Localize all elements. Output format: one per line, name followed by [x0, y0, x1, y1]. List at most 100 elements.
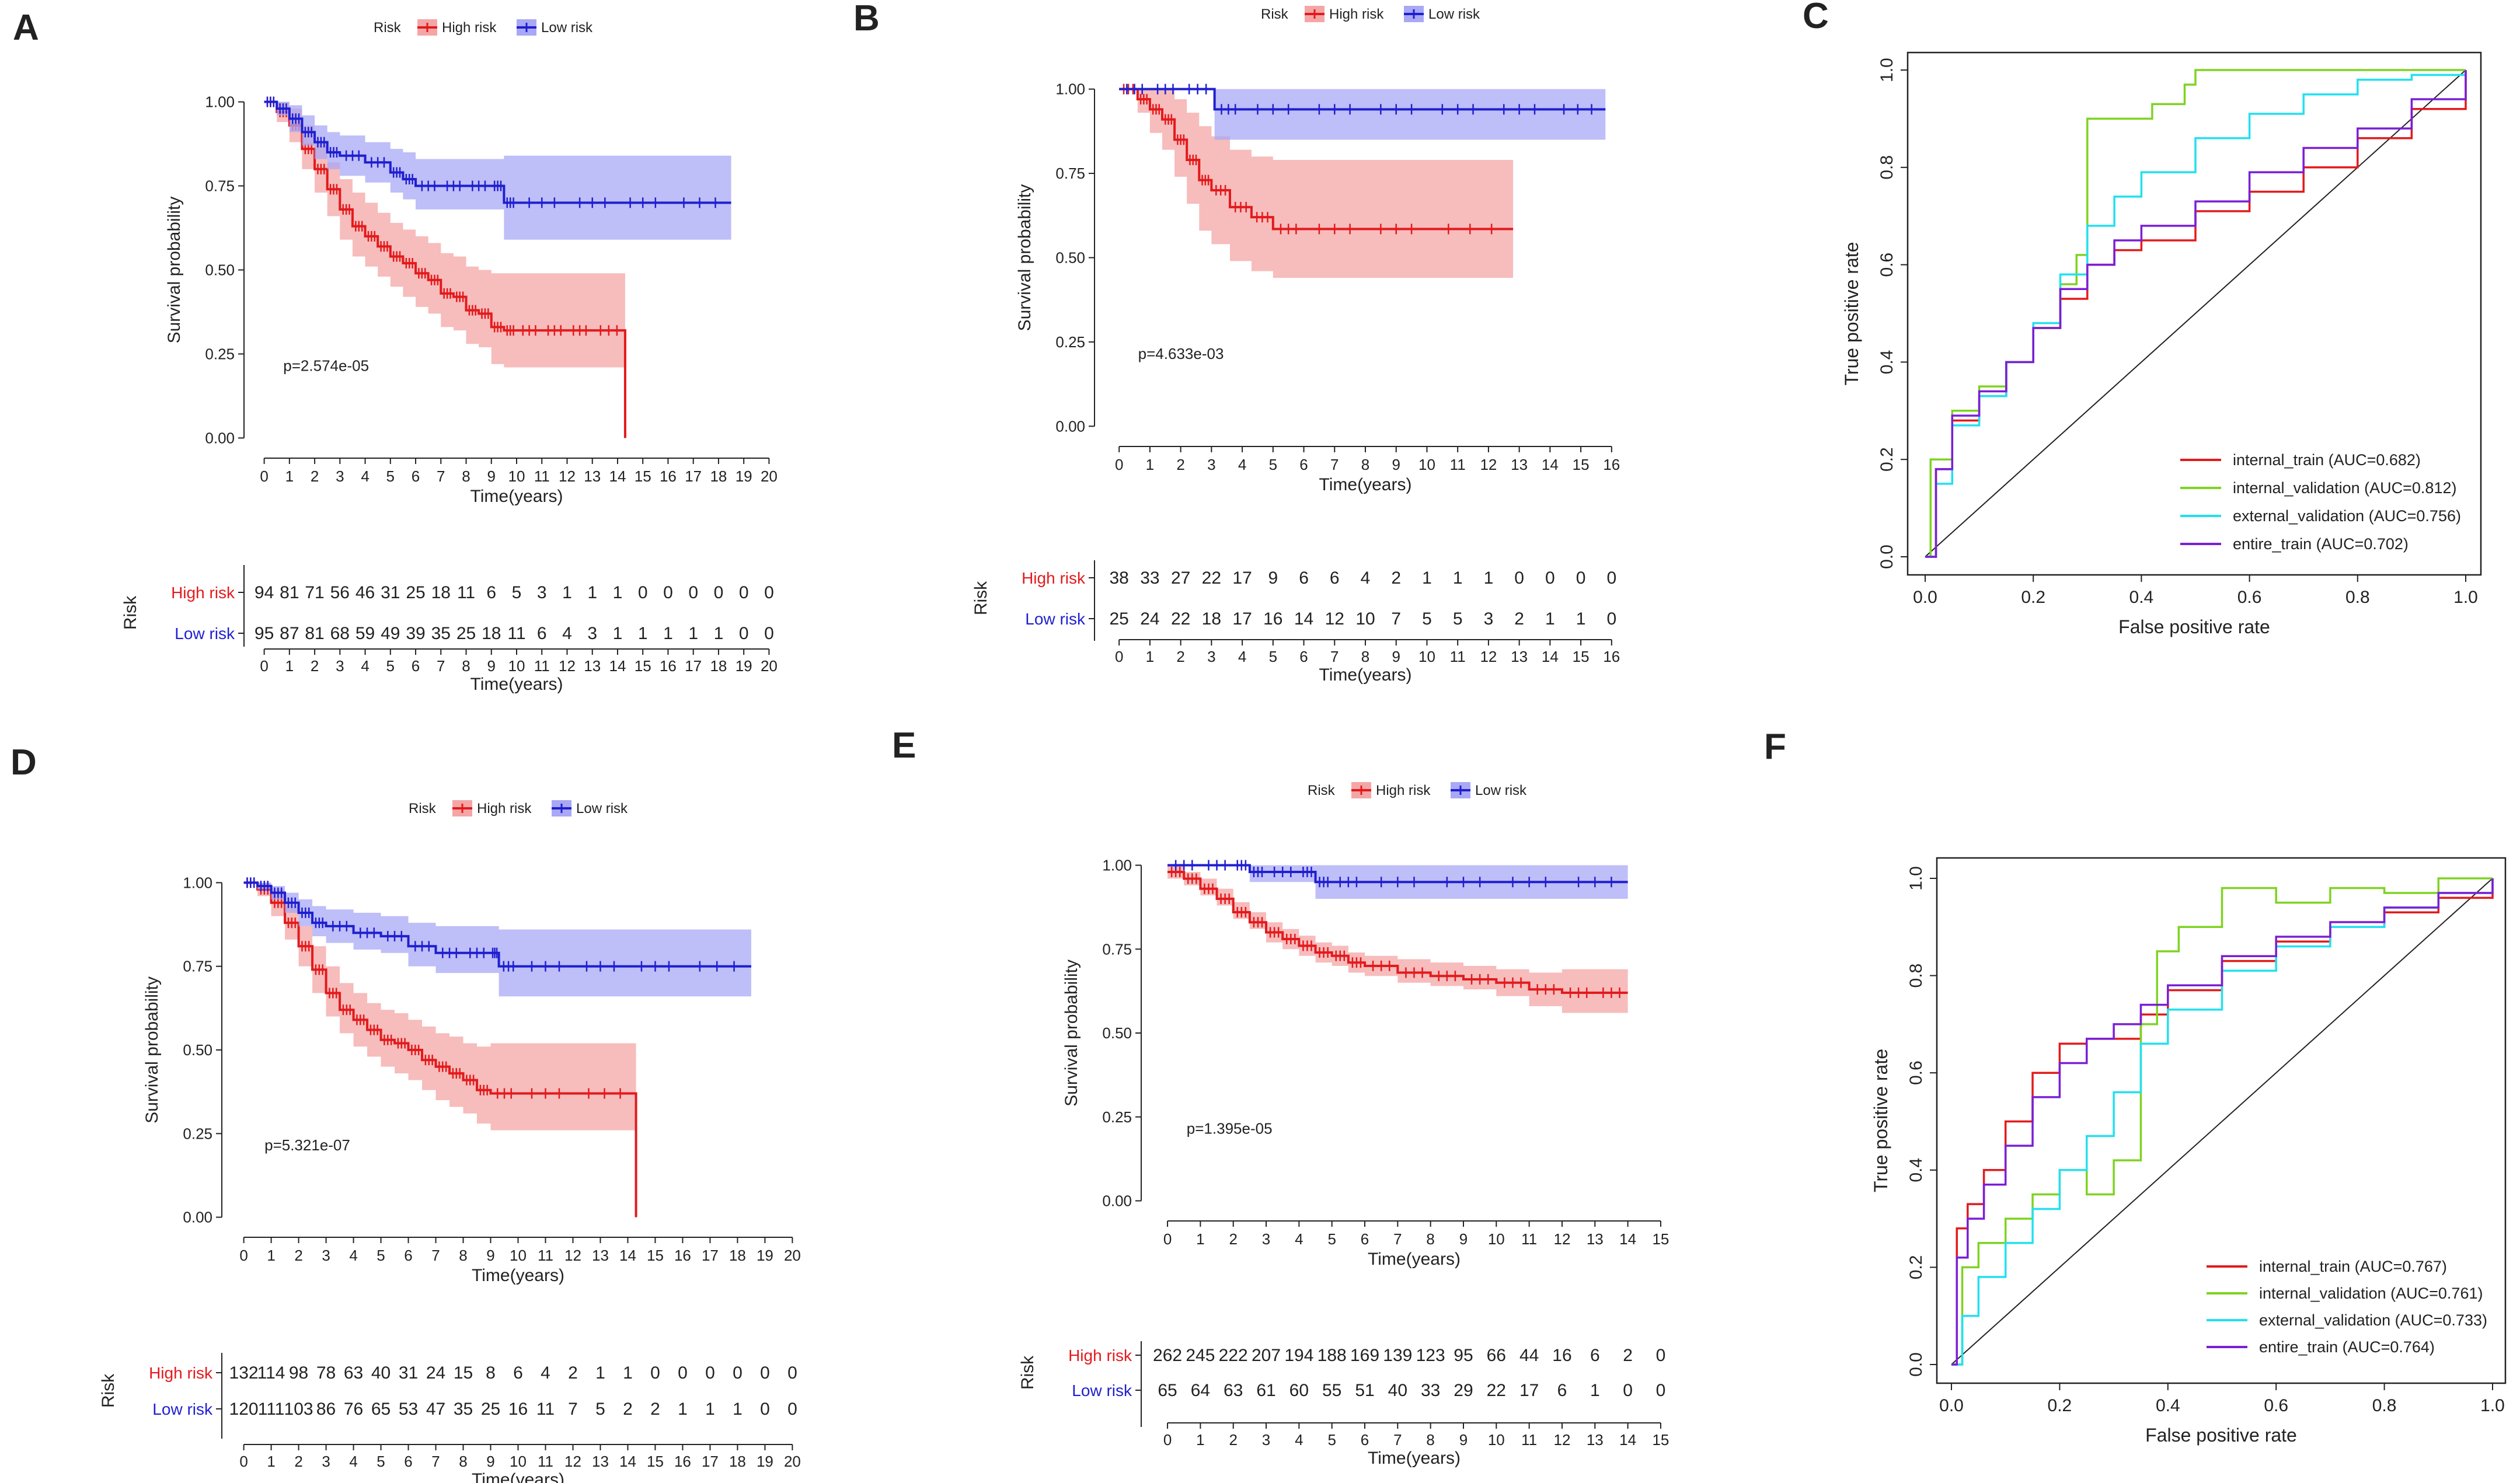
- confidence-band: [264, 102, 731, 240]
- risk-count: 0: [1606, 568, 1616, 588]
- legend-label: entire_train (AUC=0.764): [2259, 1338, 2435, 1356]
- y-tick-label: 1.0: [1906, 866, 1926, 891]
- risk-x-tick-label: 1: [1146, 648, 1154, 665]
- risk-count: 222: [1219, 1346, 1248, 1365]
- risk-count: 1: [1576, 609, 1586, 629]
- risk-row-label: High risk: [1022, 569, 1086, 587]
- y-tick-label: 0.2: [1906, 1255, 1926, 1280]
- x-tick-label: 10: [1418, 456, 1435, 473]
- risk-count: 94: [255, 583, 274, 602]
- x-axis-label: Time(years): [470, 487, 563, 506]
- risk-x-tick-label: 6: [404, 1453, 412, 1470]
- x-tick-label: 6: [404, 1247, 412, 1264]
- x-tick-label: 0.6: [2264, 1396, 2288, 1415]
- y-tick-label: 1.00: [1102, 857, 1132, 874]
- x-tick-label: 14: [609, 467, 626, 485]
- x-tick-label: 9: [1392, 456, 1400, 473]
- risk-count: 18: [431, 583, 451, 602]
- panel-label: E: [892, 725, 916, 766]
- x-axis-label: Time(years): [1319, 475, 1412, 494]
- x-axis-label: False positive rate: [2145, 1425, 2297, 1446]
- risk-x-tick-label: 16: [674, 1453, 691, 1470]
- roc-panel-C: C 0.0 0.2 0.4 0.6 0.8 1.0 False positive rate 0.…: [1803, 0, 2482, 637]
- risk-count: 1: [1453, 568, 1463, 588]
- x-tick-label: 10: [1488, 1230, 1505, 1248]
- x-tick-label: 6: [412, 467, 420, 485]
- risk-x-tick-label: 12: [564, 1453, 581, 1470]
- legend-label: internal_train (AUC=0.767): [2259, 1258, 2447, 1275]
- risk-count: 22: [1171, 609, 1190, 629]
- risk-count: 95: [255, 624, 274, 643]
- km-panel-B: B Risk High risk Low risk 0.00 0.25 0.50 0.75 1.…: [853, 0, 1620, 685]
- risk-x-tick-label: 5: [377, 1453, 385, 1470]
- risk-count: 49: [381, 624, 400, 643]
- y-tick-label: 0.0: [1877, 545, 1897, 569]
- risk-x-tick-label: 10: [1488, 1431, 1505, 1449]
- risk-count: 1: [562, 583, 572, 602]
- risk-x-tick-label: 17: [702, 1453, 719, 1470]
- x-tick-label: 16: [660, 467, 677, 485]
- x-tick-label: 4: [349, 1247, 357, 1264]
- x-tick-label: 6: [1299, 456, 1308, 473]
- x-tick-label: 6: [1361, 1230, 1369, 1248]
- risk-x-tick-label: 9: [486, 1453, 494, 1470]
- risk-count: 1: [733, 1400, 743, 1419]
- x-tick-label: 18: [729, 1247, 746, 1264]
- risk-x-tick-label: 9: [1459, 1431, 1468, 1449]
- risk-count: 0: [1656, 1381, 1666, 1400]
- risk-count: 1: [1545, 609, 1555, 629]
- risk-x-tick-label: 5: [386, 657, 395, 675]
- x-tick-label: 11: [534, 467, 550, 485]
- risk-x-tick-label: 0: [239, 1453, 248, 1470]
- x-tick-label: 0.2: [2048, 1396, 2072, 1415]
- x-tick-label: 3: [1207, 456, 1215, 473]
- survival-curve: [1167, 871, 1628, 994]
- x-tick-label: 7: [1393, 1230, 1402, 1248]
- risk-count: 1: [688, 624, 698, 643]
- risk-count: 0: [764, 583, 774, 602]
- x-tick-label: 1: [267, 1247, 275, 1264]
- risk-count: 3: [1484, 609, 1494, 629]
- panel-label: B: [853, 0, 880, 39]
- risk-count: 169: [1350, 1346, 1379, 1365]
- risk-count: 11: [507, 624, 525, 643]
- risk-x-tick-label: 17: [685, 657, 702, 675]
- risk-count: 56: [330, 583, 350, 602]
- y-tick-label: 1.00: [183, 874, 212, 891]
- risk-x-tick-label: 18: [729, 1453, 746, 1470]
- risk-x-tick-label: 6: [1299, 648, 1308, 665]
- x-tick-label: 4: [1238, 456, 1246, 473]
- risk-x-tick-label: 8: [1426, 1431, 1434, 1449]
- risk-table-title: Risk: [971, 581, 991, 615]
- roc-panel-F: F 0.0 0.2 0.4 0.6 0.8 1.0 False positive rate 0.…: [1764, 727, 2507, 1446]
- risk-count: 18: [482, 624, 501, 643]
- risk-x-tick-label: 9: [1392, 648, 1400, 665]
- risk-x-tick-label: 11: [534, 657, 550, 675]
- risk-count: 9: [1268, 568, 1278, 588]
- risk-count: 0: [1545, 568, 1555, 588]
- survival-curve: [243, 881, 637, 1217]
- x-tick-label: 1: [1196, 1230, 1204, 1248]
- risk-x-tick-label: 12: [1554, 1431, 1571, 1449]
- x-tick-label: 0.4: [2156, 1396, 2180, 1415]
- risk-table: High risk 94 81 71 56 46 31 25 18 11 6 5 3 1 1 1 0 0 0 0 0 0L…: [121, 565, 778, 694]
- roc-curve: [1925, 70, 2467, 558]
- p-value: p=2.574e-05: [283, 357, 369, 374]
- risk-count: 7: [1391, 609, 1401, 629]
- risk-count: 0: [705, 1363, 715, 1383]
- y-tick-label: 0.4: [1906, 1158, 1926, 1182]
- risk-table-title: Risk: [1018, 1355, 1037, 1390]
- y-tick-label: 0.50: [1102, 1024, 1132, 1042]
- legend-title: Risk: [374, 20, 402, 36]
- x-tick-label: 10: [510, 1247, 527, 1264]
- risk-count: 0: [1623, 1381, 1633, 1400]
- x-tick-label: 11: [538, 1247, 553, 1264]
- risk-count: 16: [1263, 609, 1282, 629]
- legend-label: internal_train (AUC=0.682): [2233, 451, 2421, 469]
- risk-count: 68: [330, 624, 350, 643]
- risk-row-label: High risk: [149, 1364, 213, 1382]
- panel-label: D: [11, 742, 37, 783]
- legend-label: entire_train (AUC=0.702): [2233, 535, 2409, 553]
- series-low-risk: [1119, 83, 1606, 140]
